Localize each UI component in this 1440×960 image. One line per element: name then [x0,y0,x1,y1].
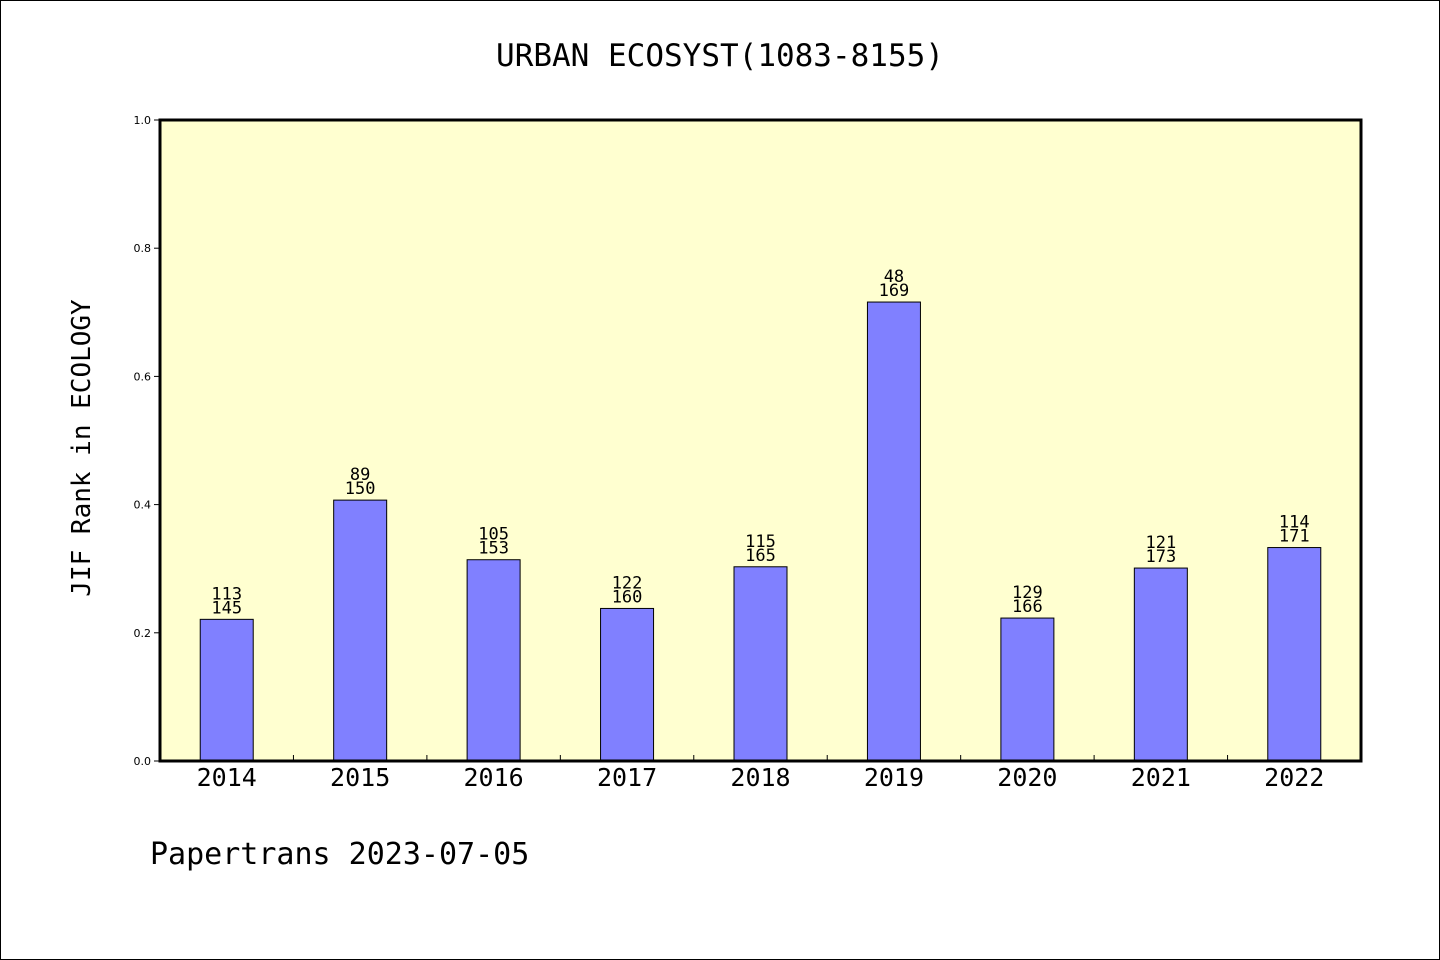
y-tick-label: 0.4 [134,499,152,512]
y-tick-label: 0.2 [134,627,152,640]
bar-label-rank: 114 [1279,513,1310,533]
chart-title: URBAN ECOSYST(1083-8155) [496,38,944,74]
bar-label-rank: 113 [211,584,242,604]
bar [1133,567,1188,762]
bar-label-rank: 129 [1012,583,1043,603]
bar [333,499,388,762]
x-tick-label: 2020 [997,763,1057,792]
bar-label-total: 150 [345,479,376,499]
bar-label-rank: 122 [612,573,643,593]
x-axis: 2014 2015 2016 2017 2018 2019 2020 2021 2022 [197,755,1324,792]
footer-credit: Papertrans 2023-07-05 [150,837,529,872]
bar-label-rank: 121 [1145,533,1176,553]
x-tick-label: 2019 [864,763,924,792]
bar [733,566,788,762]
x-tick-label: 2017 [597,763,657,792]
bar [199,618,254,762]
bar-label-total: 160 [612,587,643,607]
bar-label-rank: 105 [478,525,509,545]
x-tick-label: 2022 [1264,763,1324,792]
bar-label-total: 169 [879,281,910,301]
bar [1000,617,1055,762]
x-tick-label: 2021 [1131,763,1191,792]
x-tick-label: 2018 [730,763,790,792]
bar [600,607,655,762]
x-tick-label: 2014 [197,763,257,792]
x-tick-label: 2015 [330,763,390,792]
bar [466,559,521,762]
bar-label-total: 145 [211,598,242,618]
bar-label-rank: 89 [350,465,370,485]
bar-label-total: 165 [745,546,776,566]
bar [1267,547,1322,762]
x-tick-label: 2016 [464,763,524,792]
bar [866,301,921,762]
y-tick-label: 0.8 [134,242,152,255]
bar-label-total: 173 [1145,547,1176,567]
bar-label-rank: 48 [884,267,904,287]
y-tick-label: 0.0 [134,755,152,768]
bar-label-total: 171 [1279,527,1310,547]
y-tick-label: 0.6 [134,370,152,383]
y-axis: 0.0 0.2 0.4 0.6 0.8 1.0 [134,114,160,768]
bar-label-rank: 115 [745,532,776,552]
y-tick-label: 1.0 [134,114,152,127]
bar-label-total: 153 [478,539,509,559]
y-axis-label: JIF Rank in ECOLOGY [67,299,97,597]
plot-border [158,118,1363,763]
bar-label-total: 166 [1012,597,1043,617]
